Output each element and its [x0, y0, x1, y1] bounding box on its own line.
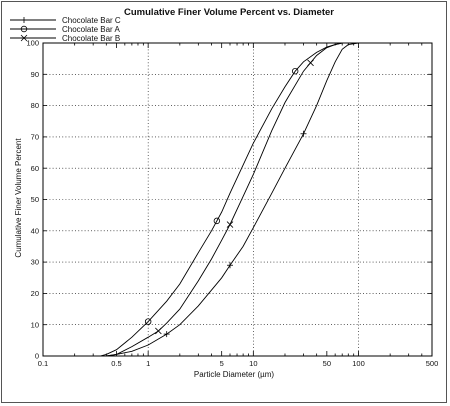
x-tick-label: 50	[323, 359, 331, 368]
x-tick-label: 10	[249, 359, 257, 368]
grid-layer	[43, 43, 432, 356]
marker-chocolate-bar-a	[291, 67, 299, 75]
marker-chocolate-bar-b	[307, 59, 314, 67]
legend-marker-chocolate-bar-a	[20, 25, 28, 33]
y-tick-label: 60	[31, 164, 39, 173]
x-tick-label: 1	[146, 359, 150, 368]
y-tick-label: 70	[31, 133, 39, 142]
marker-chocolate-bar-b	[226, 221, 234, 228]
marker-chocolate-bar-c	[226, 262, 233, 269]
y-tick-label: 80	[31, 101, 39, 110]
marker-chocolate-bar-b-b	[226, 221, 234, 228]
y-axis-label: Cumulative Finer Volume Percent	[14, 138, 23, 258]
legend-marker-chocolate-bar-b	[20, 34, 28, 42]
x-axis-label: Particle Diameter (µm)	[194, 370, 275, 379]
y-tick-label: 40	[31, 226, 39, 235]
y-tick-label: 90	[31, 70, 39, 79]
y-tick-label: 30	[31, 258, 39, 267]
x-tick-label: 5	[220, 359, 224, 368]
x-tick-label: 0.1	[38, 359, 48, 368]
y-tick-label: 50	[31, 195, 39, 204]
x-tick-label: 0.5	[111, 359, 121, 368]
x-tick-label: 500	[426, 359, 439, 368]
y-tick-label: 20	[31, 289, 39, 298]
legend-label-chocolate-bar-c: Chocolate Bar C	[62, 16, 121, 25]
y-tick-label: 100	[26, 39, 39, 48]
marker-chocolate-bar-c	[300, 130, 307, 137]
marker-chocolate-bar-b	[155, 327, 162, 335]
marker-chocolate-bar-a	[144, 318, 152, 325]
marker-chocolate-bar-c	[163, 331, 170, 338]
legend-label-chocolate-bar-a: Chocolate Bar A	[62, 25, 120, 34]
x-tick-label: 100	[352, 359, 365, 368]
y-tick-label: 0	[35, 352, 39, 361]
marker-chocolate-bar-b-b	[155, 327, 162, 335]
legend-marker-chocolate-bar-b-b	[20, 34, 28, 42]
axis-layer: 0 10 20 30 40 50 60 70 80 90 100 0.1 0.5 1 5 10 50 100 500	[26, 39, 438, 368]
y-tick-label: 10	[31, 320, 39, 329]
legend-label-chocolate-bar-b: Chocolate Bar B	[62, 34, 120, 43]
marker-chocolate-bar-a	[213, 217, 221, 225]
marker-chocolate-bar-b-b	[307, 59, 314, 67]
legend-marker-chocolate-bar-c	[21, 17, 27, 23]
chart-title: Cumulative Finer Volume Percent vs. Diam…	[124, 7, 334, 18]
series-line-chocolate-bar-c	[106, 42, 432, 357]
